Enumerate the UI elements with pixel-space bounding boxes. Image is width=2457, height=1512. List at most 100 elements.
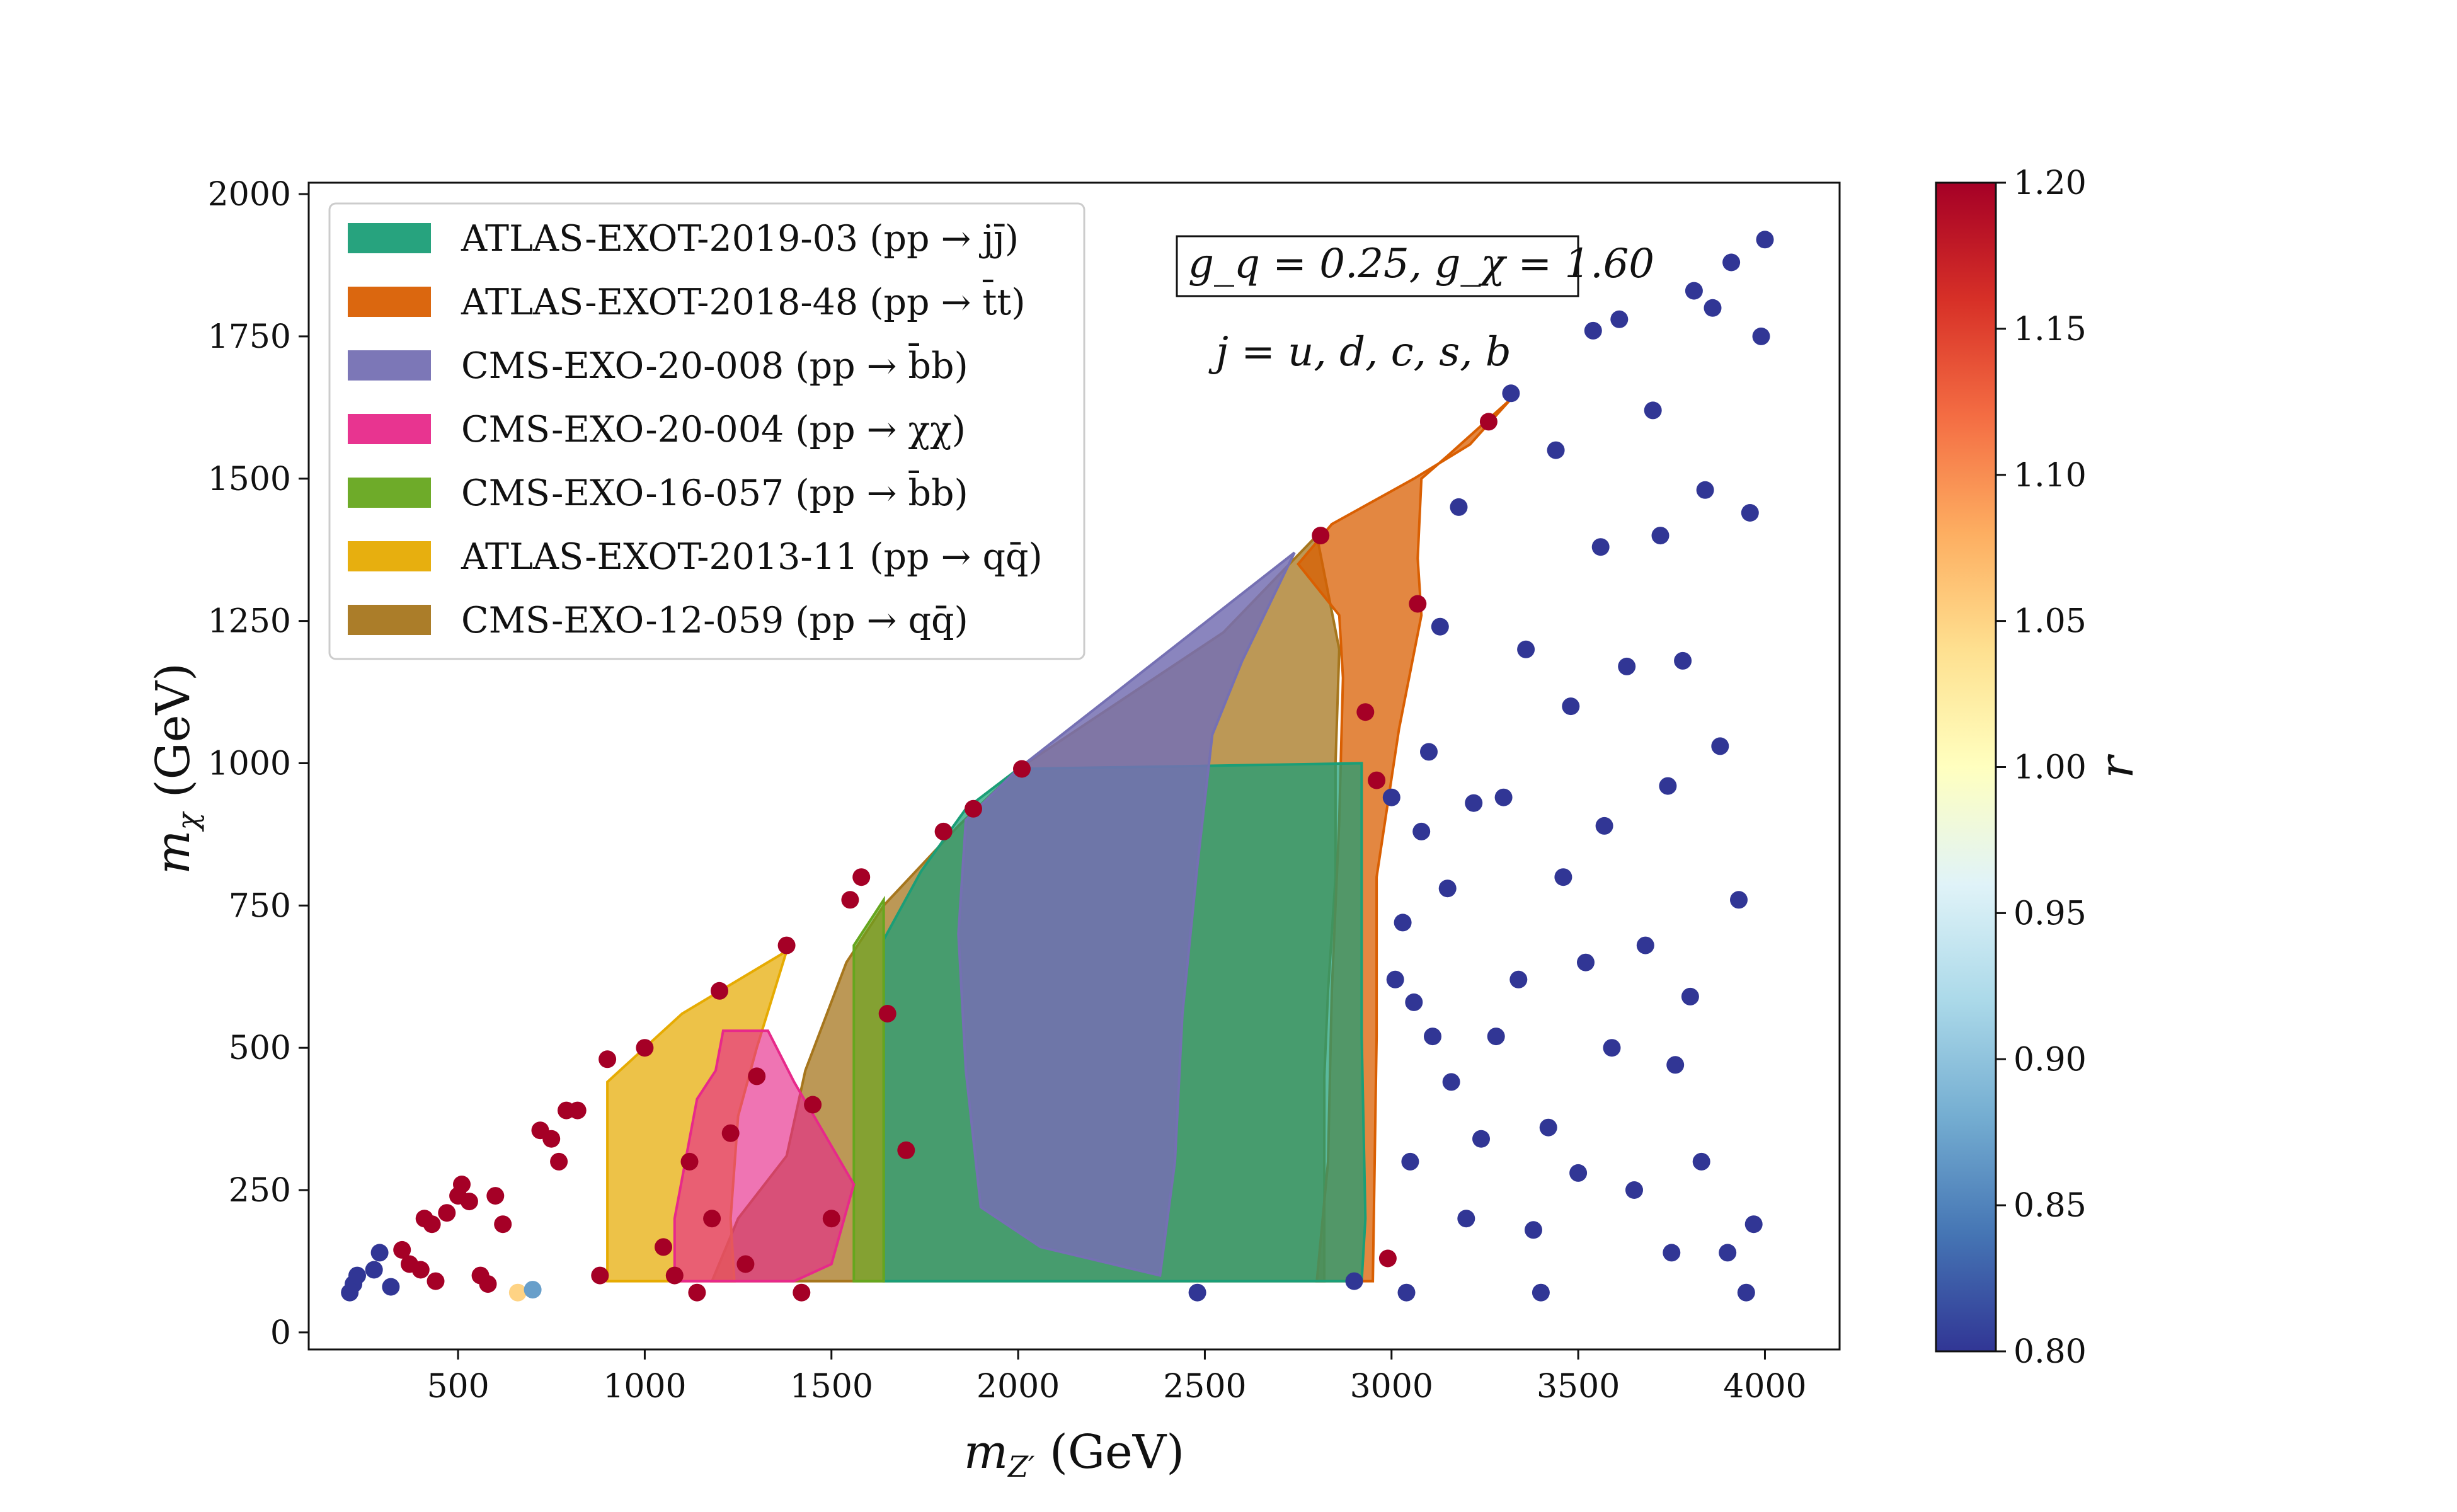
legend-swatch [348, 541, 431, 571]
data-point [1737, 1283, 1755, 1302]
data-point [427, 1272, 445, 1290]
data-point [1696, 481, 1714, 499]
data-point [1509, 970, 1528, 988]
data-point [822, 1210, 840, 1228]
y-tick-label: 250 [229, 1172, 291, 1210]
colorbar-gradient [1935, 181, 1997, 1353]
colorbar-tick-label: 1.05 [2013, 603, 2087, 641]
data-point [568, 1101, 587, 1120]
legend-swatch [348, 414, 431, 444]
data-point [1744, 1215, 1763, 1234]
data-point [1577, 953, 1595, 971]
data-point [1368, 771, 1386, 789]
y-axis-ticks: 0 250 500 750 1000 1250 1500 1750 2000 [208, 176, 309, 1352]
data-point [1618, 657, 1636, 675]
data-point [1412, 822, 1431, 840]
data-point [1438, 879, 1457, 898]
data-point [804, 1096, 822, 1114]
legend: ATLAS-EXOT-2019-03 (pp → jj̄) ATLAS-EXOT-… [328, 202, 1085, 660]
y-tick-label: 1500 [208, 461, 291, 498]
data-point [1663, 1244, 1681, 1262]
x-tick-label: 500 [427, 1368, 489, 1406]
legend-entry-label: ATLAS-EXOT-2018-48 (pp → t̄t) [461, 279, 1026, 323]
y-tick-label: 750 [229, 887, 291, 925]
data-point [721, 1124, 740, 1142]
legend-entry-label: CMS-EXO-12-059 (pp → qq̄) [461, 600, 968, 641]
data-point [688, 1283, 706, 1302]
legend-entry-label: CMS-EXO-20-008 (pp → b̄b) [461, 343, 968, 387]
y-tick-label: 1000 [208, 745, 291, 782]
data-point [1741, 504, 1759, 522]
data-point [1525, 1221, 1542, 1239]
data-point [1420, 743, 1438, 761]
x-tick-label: 3500 [1537, 1368, 1620, 1406]
data-point [1554, 868, 1572, 886]
data-point [524, 1281, 542, 1299]
data-point [1681, 987, 1699, 1005]
data-point [897, 1141, 915, 1159]
data-point [1345, 1272, 1363, 1290]
colorbar-tick-label: 1.10 [2013, 457, 2087, 495]
x-tick-label: 1000 [603, 1368, 686, 1406]
region-3 [957, 551, 1296, 1278]
exclusion-regions [606, 398, 1512, 1283]
data-point [665, 1266, 684, 1285]
data-point [965, 799, 982, 818]
legend-swatch [348, 223, 431, 253]
legend-swatch [348, 350, 431, 381]
data-point [1386, 970, 1404, 988]
plot-frame [307, 181, 1841, 1351]
data-point [1692, 1152, 1710, 1171]
data-point [1711, 737, 1729, 755]
y-tick-label: 2000 [208, 176, 291, 214]
data-point [423, 1215, 441, 1234]
region-4 [852, 895, 885, 1283]
data-point [1013, 760, 1031, 778]
data-point [1494, 788, 1513, 806]
data-point [1378, 1249, 1397, 1268]
data-point [411, 1261, 430, 1279]
data-point [852, 868, 871, 886]
data-point [1539, 1118, 1557, 1137]
data-point [1472, 1130, 1490, 1148]
data-point [1659, 777, 1677, 795]
data-point [655, 1238, 672, 1256]
colorbar-tick-label: 0.80 [2013, 1333, 2087, 1371]
data-point [1312, 527, 1330, 545]
data-point [748, 1067, 766, 1085]
data-point [1431, 617, 1449, 636]
data-point [1356, 703, 1375, 721]
data-point [1644, 401, 1662, 420]
legend-swatch [348, 287, 431, 317]
data-point [636, 1039, 654, 1057]
data-point [453, 1176, 471, 1193]
legend-swatch [348, 605, 431, 635]
data-point [1397, 1283, 1416, 1302]
data-point [777, 936, 796, 954]
data-point [393, 1240, 411, 1259]
data-point [1704, 299, 1722, 317]
data-point [365, 1261, 383, 1279]
legend-entry-label: CMS-EXO-20-004 (pp → χχ) [461, 409, 966, 450]
data-point [1756, 231, 1774, 249]
data-point [1450, 498, 1468, 516]
data-point [591, 1266, 609, 1285]
colorbar-tick-label: 1.00 [2013, 749, 2087, 787]
annotation: g_q = 0.25, g_χ = 1.60 j = u, d, c, s, b [1176, 235, 1654, 375]
data-point [1651, 527, 1670, 545]
data-point [508, 1283, 527, 1302]
data-point [1603, 1039, 1621, 1057]
data-point [1730, 891, 1748, 909]
colorbar-tick-label: 0.95 [2013, 895, 2087, 932]
annotation-text: j = u, d, c, s, b [1208, 329, 1511, 375]
data-point [1636, 936, 1654, 954]
data-point [1547, 441, 1565, 459]
data-point [1442, 1073, 1460, 1091]
data-point [1487, 1028, 1505, 1046]
data-point [793, 1283, 811, 1302]
data-point [1405, 993, 1423, 1011]
legend-swatch [348, 478, 431, 508]
data-point [1610, 310, 1629, 328]
data-point [1382, 788, 1400, 806]
